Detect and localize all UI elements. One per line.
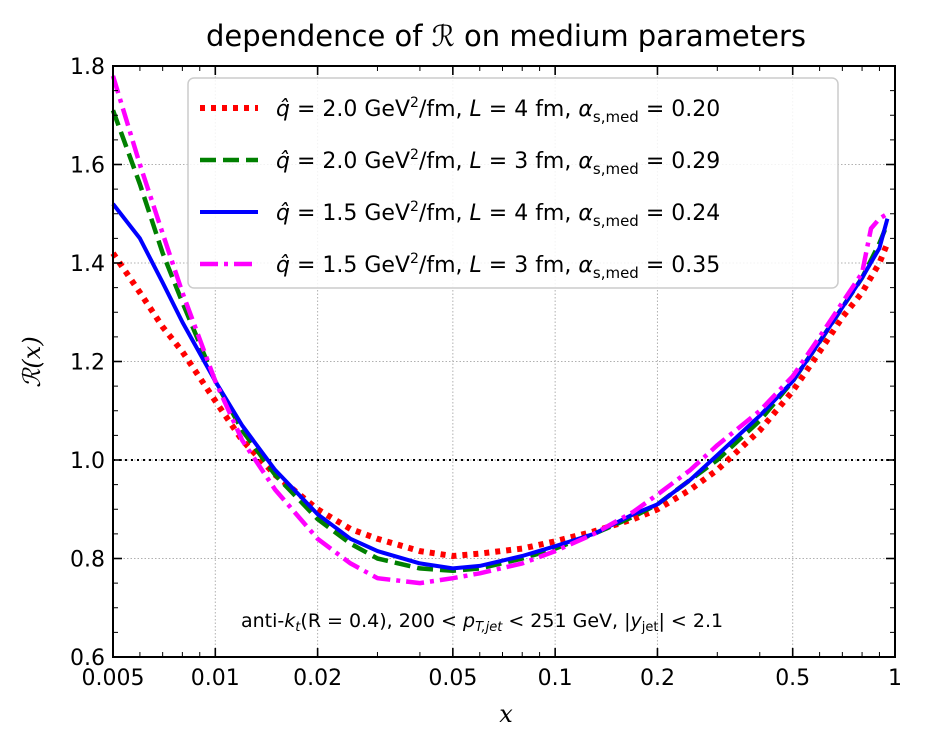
legend-box bbox=[187, 77, 839, 289]
y-tick-label: 1.4 bbox=[70, 252, 105, 277]
x-tick-label: 0.2 bbox=[640, 666, 675, 691]
x-tick-label: 1 bbox=[888, 666, 902, 691]
x-tick-label: 0.005 bbox=[82, 666, 145, 691]
series-group bbox=[110, 75, 891, 586]
y-axis-label: ℛ(x) bbox=[18, 336, 46, 387]
annotation: anti-kt(R = 0.4), 200 < pT,jet < 251 GeV… bbox=[241, 610, 723, 635]
y-tick-label: 0.8 bbox=[70, 548, 105, 573]
y-tick-label: 1.2 bbox=[70, 351, 105, 376]
legend-entry-3: q̂ = 1.5 GeV2/fm, L = 4 fm, αs,med = 0.2… bbox=[276, 199, 720, 230]
legend-entry-2: q̂ = 2.0 GeV2/fm, L = 3 fm, αs,med = 0.2… bbox=[276, 147, 720, 178]
legend: q̂ = 2.0 GeV2/fm, L = 4 fm, αs,med = 0.2… bbox=[187, 77, 839, 289]
x-tick-label: 0.01 bbox=[191, 666, 240, 691]
y-tick-label: 1.8 bbox=[70, 55, 105, 80]
x-tick-label: 0.1 bbox=[538, 666, 573, 691]
x-tick-label: 0.02 bbox=[293, 666, 342, 691]
y-tick-label: 1.6 bbox=[70, 154, 105, 179]
legend-entry-4: q̂ = 1.5 GeV2/fm, L = 3 fm, αs,med = 0.3… bbox=[276, 251, 720, 282]
x-axis-label: x bbox=[499, 700, 513, 728]
x-tick-label: 0.5 bbox=[775, 666, 810, 691]
legend-entry-1: q̂ = 2.0 GeV2/fm, L = 4 fm, αs,med = 0.2… bbox=[276, 95, 720, 126]
chart-title: dependence of ℛ on medium parameters bbox=[206, 19, 806, 53]
series-line-3 bbox=[111, 202, 890, 571]
y-tick-label: 1.0 bbox=[70, 449, 105, 474]
x-tick-label: 0.05 bbox=[428, 666, 477, 691]
series-line-4 bbox=[110, 75, 889, 586]
y-tick-label: 0.6 bbox=[70, 646, 105, 671]
axis-ticks: 0.005 0.01 0.02 0.05 0.1 0.2 0.5 1 0.6 0.8 1.0 1.2 1… bbox=[70, 55, 902, 691]
